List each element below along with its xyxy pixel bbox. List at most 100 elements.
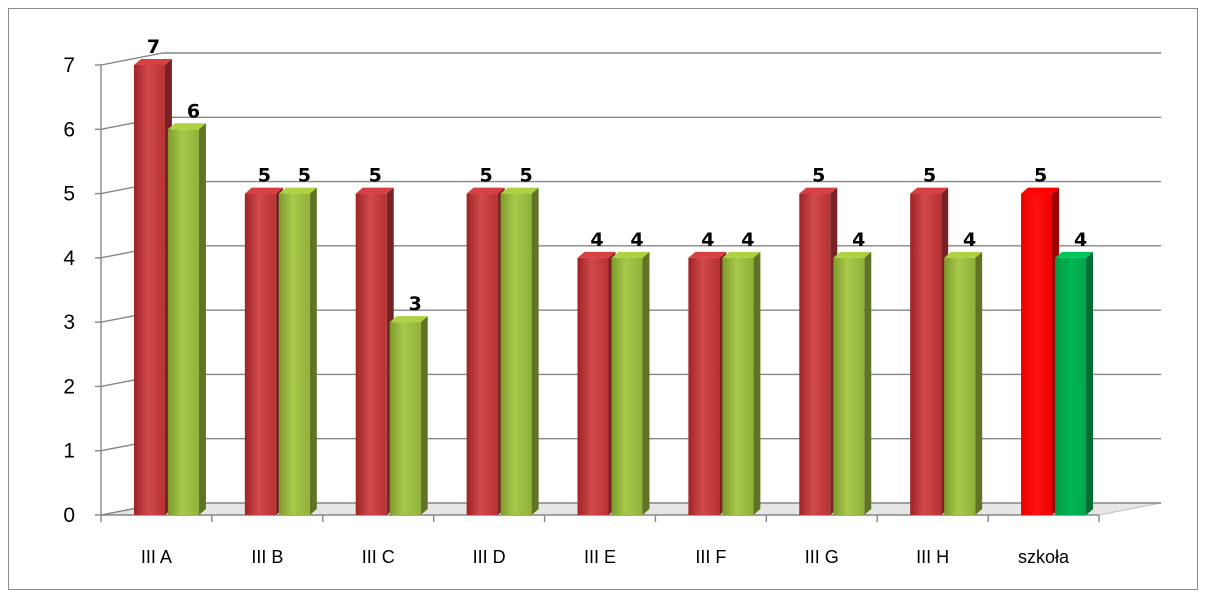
bar-series2-iii-d [500,187,539,516]
data-label: 6 [187,100,200,122]
bar-front [389,322,421,515]
y-tick-label: 6 [63,118,75,141]
bar-series1-iii-c [355,187,394,516]
bar-front [611,257,643,515]
bar-front [833,257,865,515]
x-tick-label: III E [584,547,616,567]
bar-side [198,123,206,516]
bar-top [355,187,394,194]
gridline [100,116,1161,130]
data-label: 5 [479,165,492,187]
bar-top [466,187,505,194]
data-label: 5 [519,165,532,187]
bar-top [133,59,172,65]
bar-series1-iii-g [799,187,838,516]
bar-series1-iii-d [466,187,505,516]
y-tick-label: 4 [63,247,75,270]
data-label: 5 [812,165,825,187]
bar-front [167,129,199,515]
x-tick-label: III B [251,547,283,567]
bar-top [1055,251,1094,258]
gridline [100,52,1161,66]
bar-front [688,257,720,515]
bar-series2-iii-h [944,251,983,515]
bar-front [799,193,831,516]
y-tick-label: 2 [63,375,75,398]
bar-side [309,187,317,516]
bar-top [833,251,872,258]
bar-side [420,316,428,515]
data-label: 5 [923,165,936,187]
bar-top [722,251,761,258]
bar-top [500,187,539,194]
bar-series2-iii-e [611,251,650,515]
bar-front [466,193,498,516]
bar-series2-szkoła [1055,251,1094,515]
bar-front [577,257,609,515]
x-tick-label: III F [695,547,726,567]
x-tick-label: III H [916,547,949,567]
bar-front [1021,193,1053,516]
bar-top [244,187,283,194]
bar-front [910,193,942,516]
bar-series1-szkoła [1021,187,1060,516]
data-label: 3 [409,293,422,315]
data-label: 5 [1034,165,1047,187]
data-label: 4 [741,229,754,251]
bar-series2-iii-c [389,316,428,515]
bars [133,59,1094,516]
bar-side [864,251,872,515]
data-label: 4 [852,229,865,251]
data-label: 5 [369,165,382,187]
bar-front [500,193,532,516]
data-label: 5 [258,165,271,187]
bar-side [531,187,539,516]
y-tick-label: 0 [63,504,75,527]
bar-top [944,251,983,258]
bar-top [688,251,727,258]
y-tick-label: 3 [63,311,75,334]
y-tick-label: 7 [63,54,75,77]
bar-side [1086,251,1094,515]
x-tick-label: III G [805,547,839,567]
bar-front [133,65,165,515]
bar-series1-iii-h [910,187,949,516]
bar-series2-iii-a [167,123,206,516]
bar-top [799,187,838,194]
x-tick-label: szkoła [1018,547,1070,567]
bar-top [389,316,428,323]
bar-top [910,187,949,194]
data-label: 4 [630,229,643,251]
data-label: 4 [1074,229,1087,251]
y-tick-label: 5 [63,183,75,206]
bar-side [642,251,650,515]
x-tick-label: III A [141,547,172,567]
x-tick-label: III D [473,547,506,567]
bar-top [278,187,317,194]
data-label: 4 [590,229,603,251]
data-label: 7 [147,36,160,58]
bar-front [278,193,310,516]
y-tick-label: 1 [63,440,75,463]
bar-series2-iii-f [722,251,761,515]
bar-front [722,257,754,515]
bar-top [611,251,650,258]
bar-front [944,257,976,515]
data-label: 5 [298,165,311,187]
x-tick-label: III C [362,547,395,567]
data-label: 4 [701,229,714,251]
bar-series1-iii-f [688,251,727,515]
bar-front [1055,257,1087,515]
bar-front [355,193,387,516]
data-label: 4 [963,229,976,251]
bar-chart: 0 1 2 3 4 5 6 7 III A III B III C III D III E III F II… [63,36,1162,567]
bar-top [577,251,616,258]
bar-side [753,251,761,515]
data-labels: 7 6 5 5 5 3 5 5 4 4 4 4 5 4 5 4 5 4 [147,36,1087,315]
bar-series1-iii-b [244,187,283,516]
chart-frame: 0 1 2 3 4 5 6 7 III A III B III C III D III E III F II… [8,8,1198,590]
bar-side [975,251,983,515]
bar-series2-iii-b [278,187,317,516]
bar-series1-iii-a [133,59,172,515]
bar-series1-iii-e [577,251,616,515]
